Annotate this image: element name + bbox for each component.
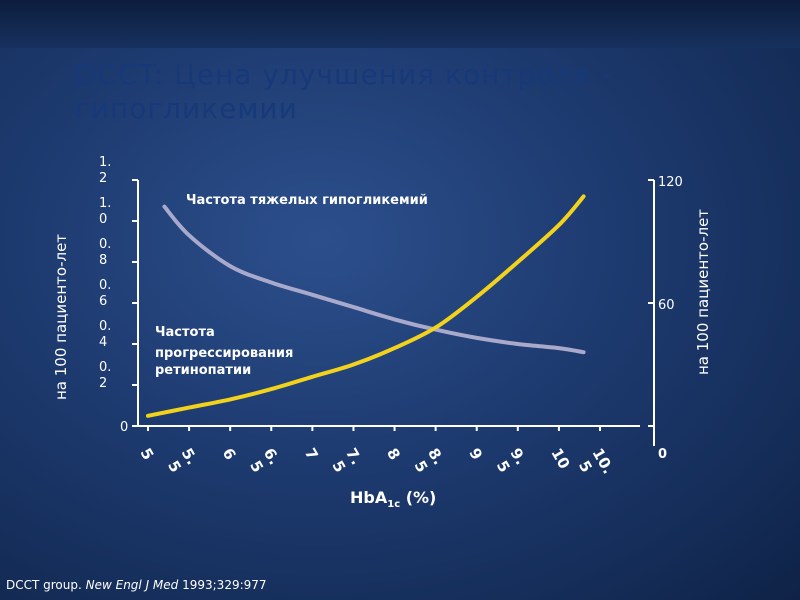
x-tick-text: 10.5 (573, 445, 617, 486)
x-tick-label: 10.5 (573, 445, 617, 486)
x-tick-label: 10 (547, 445, 573, 472)
x-tick-label: 8 (383, 445, 404, 463)
y-left-tick-label: 0. 2 (99, 360, 111, 391)
x-tick-label: 5 (137, 445, 158, 463)
x-axis-title-suffix: (%) (400, 488, 437, 507)
annotations: Частота тяжелых гипогликемий Частота прогр… (155, 193, 428, 378)
x-tick-label: 9 (465, 445, 486, 463)
x-axis-title-main: HbA (350, 488, 388, 507)
retinopathy-label-line-1: Частота (155, 325, 215, 340)
citation-journal: New Engl J Med (85, 578, 179, 592)
x-tick-label: 6.5 (244, 445, 283, 477)
retinopathy-label-line-3: ретинопатии (155, 363, 251, 378)
y-left-tick-label: 0 (120, 420, 128, 435)
y-left-tick-label: 0. 4 (99, 319, 111, 350)
x-tick-label: 7.5 (326, 445, 365, 477)
x-tick-text: 6.5 (244, 445, 283, 477)
citation-suffix: 1993;329:977 (178, 578, 267, 592)
x-axis-title: HbA1c (%) (350, 488, 436, 510)
x-tick-text: 5 (137, 445, 158, 463)
citation: DCCT group. New Engl J Med 1993;329:977 (6, 578, 267, 592)
x-tick-label: 9.5 (491, 445, 530, 477)
series-retinopathy-line (146, 194, 586, 418)
x-tick-text: 7 (301, 445, 322, 463)
axes: 0 0. 2 0. 4 0. 6 0. 8 1. 0 1. 2 0 60 120 5 5.5 6 6.5 7 7.5 8 8.… (99, 155, 683, 486)
series-hypoglycemia-line (162, 204, 586, 355)
x-tick-text: 6 (219, 445, 240, 463)
citation-prefix: DCCT group. (6, 578, 86, 592)
y-left-tick-label: 1. 2 (99, 155, 111, 186)
y-left-tick-label: 0. 8 (99, 237, 111, 268)
top-band (0, 0, 800, 48)
x-tick-text: 8.5 (409, 445, 448, 477)
y-axis-right-label: на 100 пациенто-лет (694, 208, 712, 375)
x-tick-text: 10 (547, 445, 573, 472)
x-tick-text: 8 (383, 445, 404, 463)
x-tick-text: 9.5 (491, 445, 530, 477)
x-tick-label: 5.5 (162, 445, 201, 477)
x-tick-text: 5.5 (162, 445, 201, 477)
hypoglycemia-label: Частота тяжелых гипогликемий (186, 193, 428, 208)
y-left-tick-label: 1. 0 (99, 196, 111, 227)
slide-title: DCCT: Цена улучшения контроля - гипоглик… (75, 58, 613, 125)
x-tick-text: 9 (465, 445, 486, 463)
series-layer (146, 194, 586, 418)
x-tick-text: 7.5 (326, 445, 365, 477)
y-axis-left-label: на 100 пациенто-лет (52, 233, 70, 400)
x-tick-label: 7 (301, 445, 322, 463)
x-axis-title-sub: 1c (387, 499, 401, 511)
retinopathy-label-line-2: прогрессирования (155, 346, 293, 361)
y-right-tick-label: 120 (658, 175, 683, 190)
y-right-tick-label: 0 (658, 447, 667, 462)
y-right-tick-label: 60 (658, 298, 675, 313)
x-tick-label: 6 (219, 445, 240, 463)
y-left-tick-label: 0. 6 (99, 278, 111, 309)
x-tick-label: 8.5 (409, 445, 448, 477)
